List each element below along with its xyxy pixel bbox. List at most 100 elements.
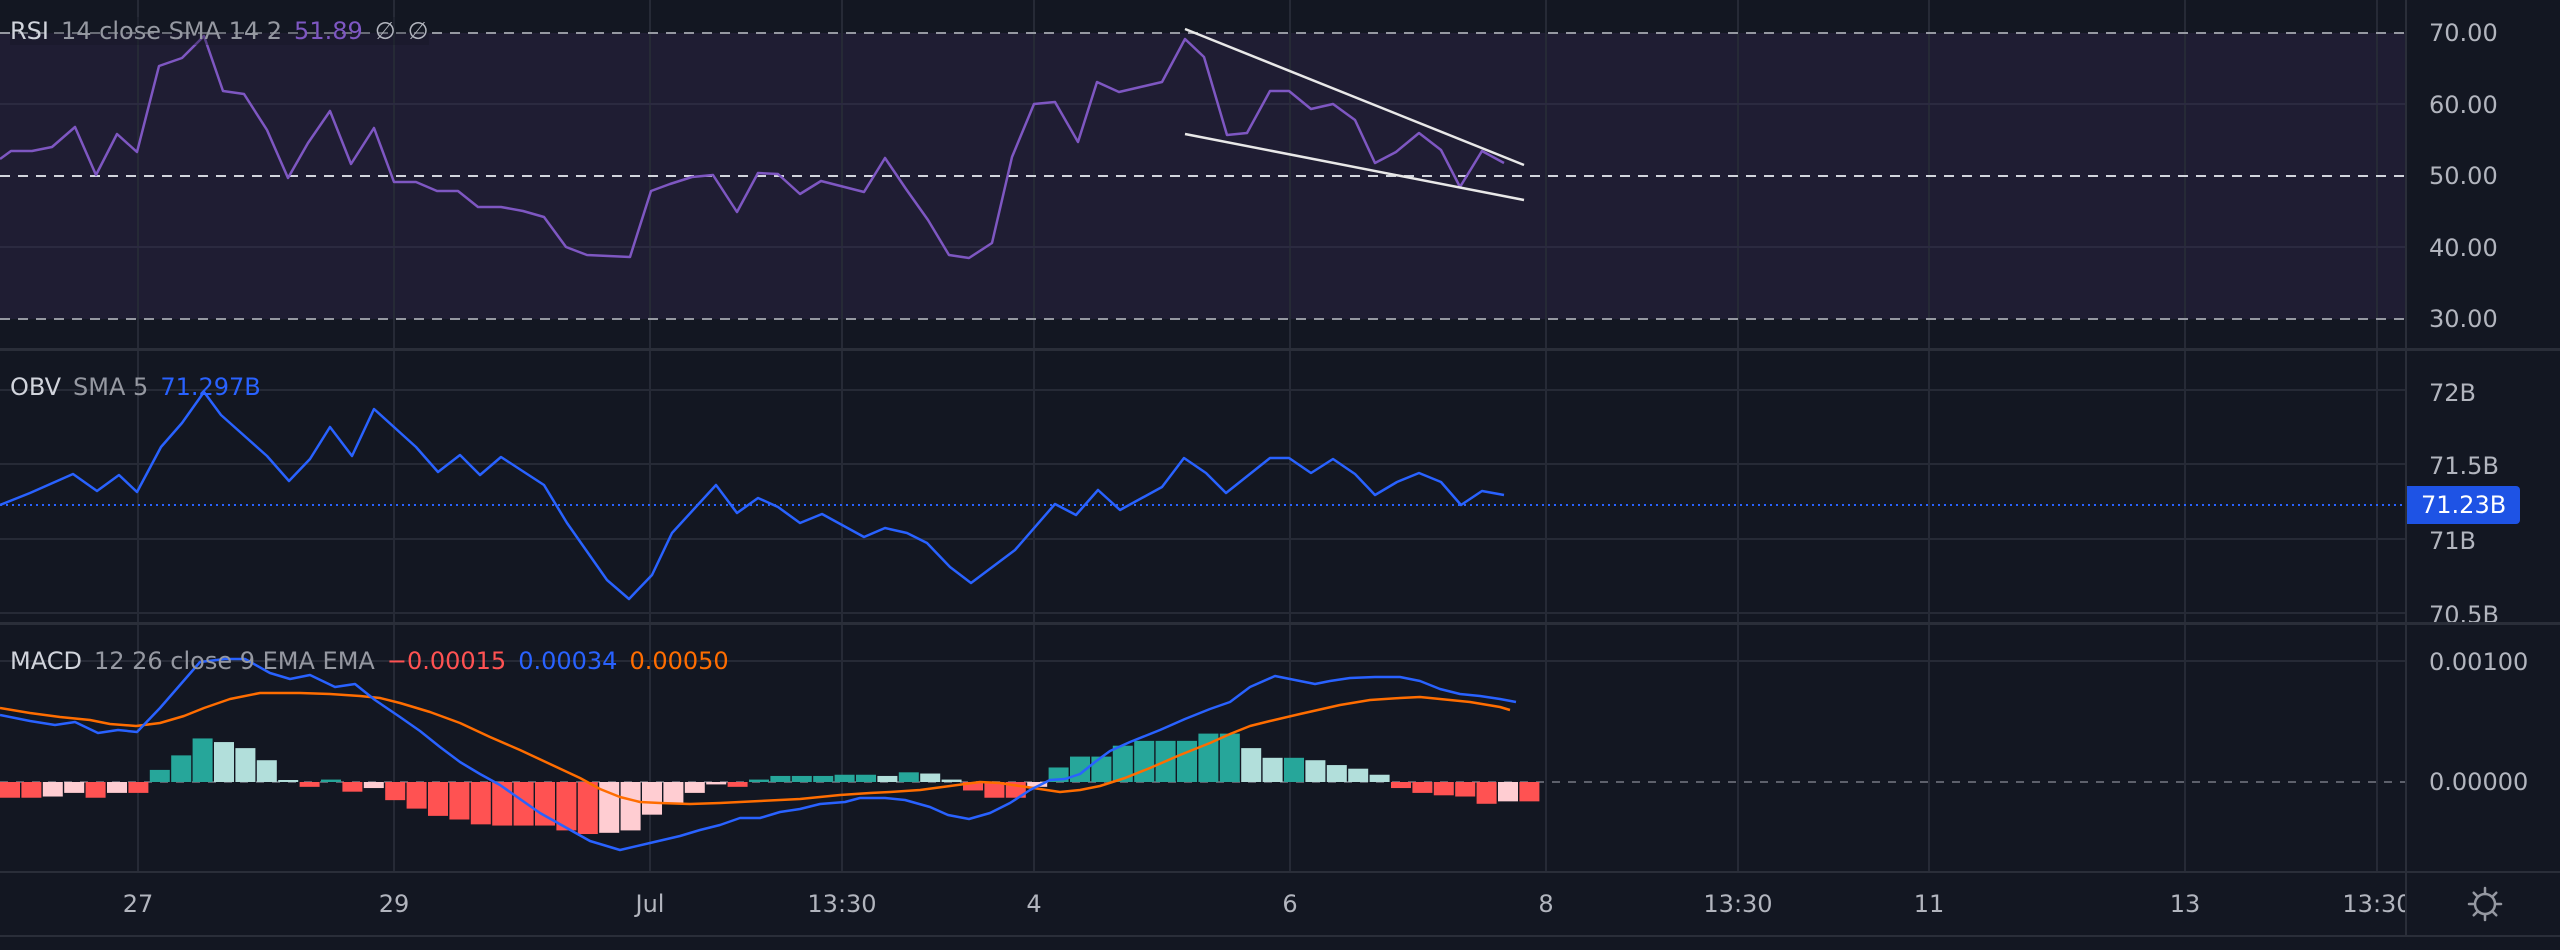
histogram-bar (1112, 745, 1133, 782)
histogram-bar (770, 775, 791, 782)
histogram-bar (1369, 774, 1390, 782)
histogram-bar (171, 755, 192, 782)
rsi-price-axis[interactable]: 70.00 60.00 50.00 40.00 30.00 (2405, 0, 2560, 349)
histogram-bar (663, 782, 684, 804)
histogram-bar (406, 782, 427, 809)
rsi-axis-tick: 50.00 (2429, 162, 2498, 190)
rsi-value: 51.89 (294, 17, 363, 45)
macd-axis-tick: 0.00000 (2429, 768, 2529, 796)
histogram-bar (1027, 782, 1048, 787)
gear-icon (2467, 886, 2502, 922)
obv-axis-tick: 72B (2429, 379, 2477, 407)
histogram-bar (1348, 768, 1369, 782)
macd-legend[interactable]: MACD 12 26 close 9 EMA EMA −0.00015 0.00… (10, 647, 729, 675)
histogram-bar (813, 775, 834, 782)
histogram-bar (1305, 760, 1326, 782)
macd-pane[interactable]: MACD 12 26 close 9 EMA EMA −0.00015 0.00… (0, 625, 2560, 871)
histogram-bar (834, 774, 855, 782)
histogram-bar (920, 773, 941, 782)
obv-legend[interactable]: OBV SMA 5 71.297B (10, 373, 261, 401)
time-label: 4 (1026, 890, 1042, 918)
histogram-bar (963, 782, 983, 791)
macd-signal-value: 0.00050 (629, 647, 729, 675)
histogram-bar (470, 782, 491, 825)
histogram-bar (556, 782, 577, 831)
pane-divider[interactable] (0, 348, 2560, 351)
time-label: 27 (122, 890, 154, 918)
macd-histogram (0, 733, 1540, 835)
time-label: Jul (635, 890, 665, 918)
macd-chart (0, 625, 2405, 871)
macd-axis-tick: 0.00100 (2429, 648, 2529, 676)
histogram-bar (149, 769, 170, 782)
histogram-bar (535, 782, 555, 826)
histogram-bar (1391, 782, 1411, 789)
histogram-bar (1219, 733, 1240, 782)
histogram-bar (192, 738, 213, 782)
histogram-bar (642, 782, 662, 815)
rsi-axis-tick: 70.00 (2429, 19, 2498, 47)
histogram-bar (1262, 757, 1283, 782)
histogram-bar (107, 782, 127, 793)
obv-params: SMA 5 (73, 373, 149, 401)
time-label: 29 (378, 890, 410, 918)
histogram-bar (42, 782, 63, 797)
histogram-bar (64, 782, 85, 793)
obv-indicator-name: OBV (10, 373, 62, 401)
macd-plot-area[interactable]: MACD 12 26 close 9 EMA EMA −0.00015 0.00… (0, 625, 2405, 871)
macd-price-axis[interactable]: 0.00100 0.00000 (2405, 625, 2560, 871)
histogram-bar (449, 782, 470, 820)
histogram-bar (21, 782, 42, 798)
histogram-bar (278, 780, 299, 782)
rsi-pane[interactable]: RSI 14 close SMA 14 2 51.89 ∅ ∅ 70.00 60… (0, 0, 2560, 349)
histogram-bar (1177, 740, 1197, 782)
histogram-bar (235, 748, 256, 782)
lower-trendline (1184, 132, 1525, 202)
rsi-axis-tick: 60.00 (2429, 91, 2498, 119)
time-label: 11 (1913, 890, 1945, 918)
obv-current-value-badge: 71.23B (2407, 486, 2521, 524)
time-label: 13:30 (2342, 890, 2405, 918)
histogram-bar (749, 779, 769, 782)
macd-line-value: 0.00034 (518, 647, 618, 675)
macd-indicator-name: MACD (10, 647, 82, 675)
histogram-bar (727, 782, 748, 787)
histogram-bar (1498, 782, 1518, 802)
histogram-bar (513, 782, 534, 826)
histogram-bar (856, 774, 876, 782)
histogram-bar (1241, 748, 1262, 782)
rsi-indicator-name: RSI (10, 17, 49, 45)
obv-price-axis[interactable]: 72B 71.5B 71B 70.5B 71.23B (2405, 351, 2560, 629)
histogram-bar (1326, 765, 1347, 782)
chart-settings-button[interactable] (2405, 873, 2560, 935)
histogram-bar (1476, 782, 1497, 804)
time-label: 13:30 (807, 890, 877, 918)
histogram-bar (1519, 782, 1540, 802)
obv-pane[interactable]: OBV SMA 5 71.297B 72B 71.5B 71B 70.5B 71… (0, 351, 2560, 629)
time-label: 8 (1538, 890, 1554, 918)
histogram-bar (214, 742, 234, 782)
histogram-bar (941, 779, 962, 782)
rsi-axis-tick: 40.00 (2429, 234, 2498, 262)
macd-params: 12 26 close 9 EMA EMA (93, 647, 375, 675)
time-label: 13 (2169, 890, 2201, 918)
pane-divider[interactable] (0, 622, 2560, 625)
histogram-bar (1284, 757, 1304, 782)
histogram-bar (1091, 756, 1112, 782)
histogram-bar (128, 782, 149, 793)
obv-plot-area[interactable]: OBV SMA 5 71.297B (0, 351, 2405, 623)
histogram-bar (321, 779, 341, 782)
obv-value: 71.297B (160, 373, 261, 401)
obv-axis-tick: 71B (2429, 527, 2477, 555)
rsi-empty-value-2: ∅ (407, 17, 429, 45)
histogram-bar (620, 782, 641, 831)
rsi-legend[interactable]: RSI 14 close SMA 14 2 51.89 ∅ ∅ (10, 17, 429, 45)
histogram-bar (256, 760, 277, 782)
time-axis[interactable]: 27 29 Jul 13:30 4 6 8 13:30 11 13 13:30 (0, 871, 2560, 937)
histogram-bar (492, 782, 513, 826)
rsi-plot-area[interactable]: RSI 14 close SMA 14 2 51.89 ∅ ∅ (0, 0, 2405, 349)
histogram-bar (385, 782, 406, 801)
upper-trendline (1184, 27, 1525, 167)
rsi-empty-value-1: ∅ (374, 17, 396, 45)
histogram-bar (363, 782, 384, 789)
